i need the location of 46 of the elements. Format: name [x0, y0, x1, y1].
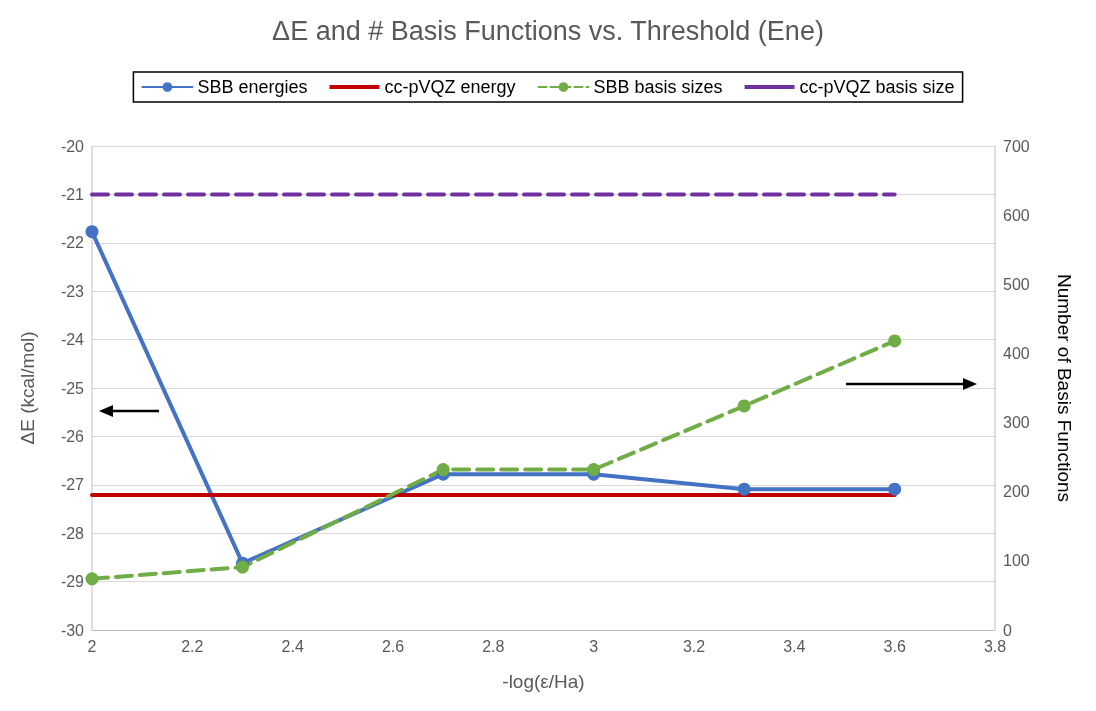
- x-tick-label: 2.6: [381, 637, 405, 655]
- y-tick-label: -24: [60, 331, 85, 349]
- y-axis-title: ΔE (kcal/mol): [17, 331, 38, 445]
- legend-label: SBB basis sizes: [593, 77, 723, 97]
- point: [888, 334, 902, 348]
- y-tick-label: -26: [60, 427, 85, 445]
- x-tick-label: 2: [87, 637, 97, 655]
- point: [85, 225, 99, 239]
- y-tick-label: -22: [60, 234, 85, 252]
- y2-tick-label: 600: [1003, 206, 1030, 224]
- legend-label: SBB energies: [197, 77, 308, 97]
- x-tick-label: 3.2: [682, 637, 706, 655]
- y2-tick-label: 100: [1003, 552, 1030, 570]
- y-tick-label: -23: [60, 282, 85, 300]
- point: [737, 399, 751, 413]
- point: [587, 463, 601, 477]
- y2-tick-label: 300: [1003, 414, 1030, 432]
- point: [737, 482, 751, 496]
- x-tick-label: 2.8: [482, 637, 505, 655]
- y2-tick-label: 0: [1003, 621, 1012, 639]
- y-tick-label: -20: [60, 137, 85, 155]
- y2-axis-title: Number of Basis Functions: [1054, 273, 1075, 503]
- y2-tick-label: 200: [1003, 483, 1030, 501]
- x-tick-label: 3.8: [983, 637, 1007, 655]
- x-tick-label: 3.6: [883, 637, 906, 655]
- y2-tick-label: 500: [1003, 275, 1030, 293]
- point: [888, 482, 902, 496]
- x-tick-label: 2.2: [181, 637, 204, 655]
- y-tick-label: -21: [60, 185, 85, 203]
- y2-tick-label: 400: [1003, 344, 1030, 362]
- x-axis-title: -log(ε/Ha): [502, 671, 585, 692]
- y-tick-label: -27: [60, 476, 85, 494]
- y2-tick-label: 700: [1003, 137, 1030, 155]
- x-tick-label: 2.4: [281, 637, 304, 655]
- y-tick-label: -28: [60, 524, 85, 542]
- y-tick-label: -29: [60, 573, 85, 591]
- point: [436, 463, 450, 477]
- chart-title: ΔE and # Basis Functions vs. Threshold (Ene): [272, 15, 824, 46]
- y-tick-label: -30: [60, 621, 85, 639]
- point: [85, 572, 99, 586]
- point: [236, 560, 249, 574]
- y-tick-label: -25: [60, 379, 85, 397]
- legend-label: cc-pVQZ energy: [384, 77, 516, 97]
- legend-label: cc-pVQZ basis size: [799, 77, 955, 97]
- x-tick-label: 3: [589, 637, 599, 655]
- x-tick-label: 3.4: [783, 637, 806, 655]
